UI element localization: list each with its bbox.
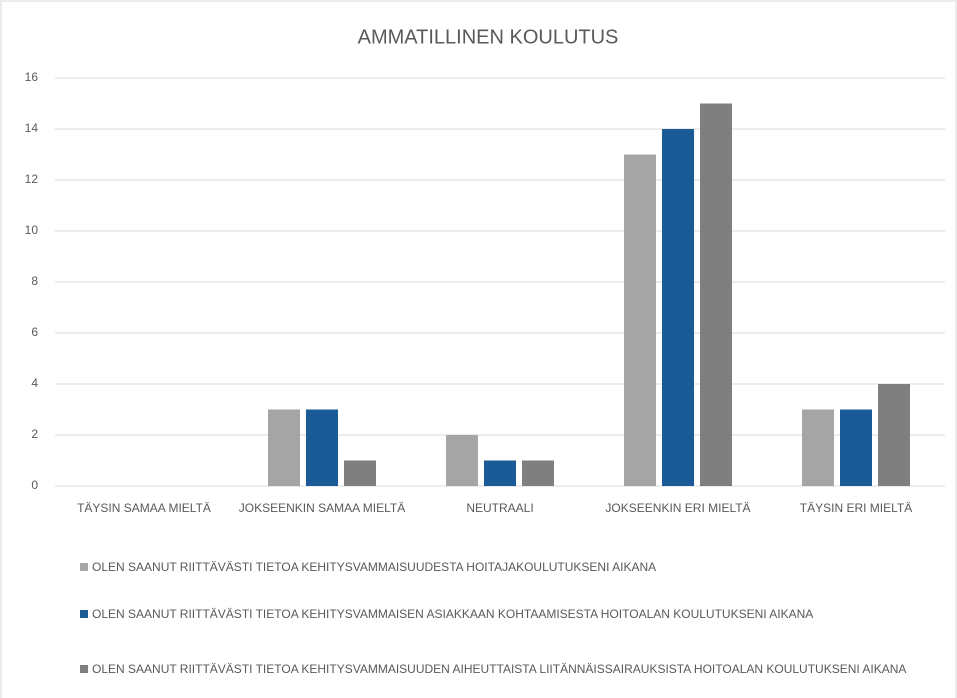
y-tick-label: 16: [25, 70, 39, 84]
bar: [878, 384, 910, 486]
bar: [446, 435, 478, 486]
bar: [484, 460, 516, 486]
legend-swatch: [80, 563, 88, 571]
legend-label: OLEN SAANUT RIITTÄVÄSTI TIETOA KEHITYSVA…: [92, 662, 907, 676]
bar: [522, 460, 554, 486]
y-tick-label: 2: [31, 427, 38, 441]
legend-entry: OLEN SAANUT RIITTÄVÄSTI TIETOA KEHITYSVA…: [80, 660, 922, 678]
bar: [624, 154, 656, 486]
x-tick-label: JOKSEENKIN ERI MIELTÄ: [605, 501, 751, 515]
x-tick-label: TÄYSIN SAMAA MIELTÄ: [77, 501, 211, 515]
legend-swatch: [80, 665, 88, 673]
legend-label: OLEN SAANUT RIITTÄVÄSTI TIETOA KEHITYSVA…: [92, 607, 814, 621]
y-tick-label: 4: [31, 376, 38, 390]
x-tick-label: TÄYSIN ERI MIELTÄ: [799, 501, 913, 515]
y-tick-label: 12: [25, 172, 39, 186]
bar: [700, 103, 732, 486]
x-tick-label: NEUTRAALI: [466, 501, 534, 515]
bar: [344, 460, 376, 486]
y-tick-label: 14: [25, 121, 39, 135]
bar: [662, 129, 694, 486]
y-tick-label: 0: [31, 478, 38, 492]
legend-entry: OLEN SAANUT RIITTÄVÄSTI TIETOA KEHITYSVA…: [80, 605, 922, 623]
chart-title: AMMATILLINEN KOULUTUS: [358, 26, 619, 48]
bar: [802, 409, 834, 486]
legend-swatch: [80, 610, 88, 618]
y-tick-label: 8: [31, 274, 38, 288]
x-tick-label: JOKSEENKIN SAMAA MIELTÄ: [238, 501, 406, 515]
y-tick-label: 6: [31, 325, 38, 339]
bar: [306, 409, 338, 486]
y-tick-label: 10: [25, 223, 39, 237]
bar: [840, 409, 872, 486]
legend-entry: OLEN SAANUT RIITTÄVÄSTI TIETOA KEHITYSVA…: [80, 558, 922, 576]
legend-label: OLEN SAANUT RIITTÄVÄSTI TIETOA KEHITYSVA…: [92, 560, 657, 574]
bar: [268, 409, 300, 486]
